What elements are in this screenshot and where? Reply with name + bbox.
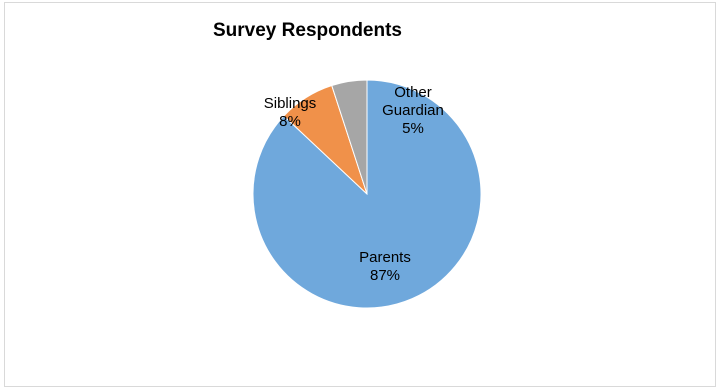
chart-title: Survey Respondents bbox=[213, 20, 402, 41]
data-label-siblings: Siblings 8% bbox=[264, 95, 317, 130]
pie-labels: Parents 87% Siblings 8% Other Guardian 5% bbox=[264, 84, 444, 284]
pie-slices bbox=[252, 79, 482, 309]
pie-chart: Parents 87% Siblings 8% Other Guardian 5% bbox=[252, 79, 482, 309]
data-label-other-guardian: Other Guardian 5% bbox=[382, 84, 444, 137]
data-label-parents: Parents 87% bbox=[359, 249, 411, 284]
pie-slice-other-guardian bbox=[331, 79, 368, 195]
